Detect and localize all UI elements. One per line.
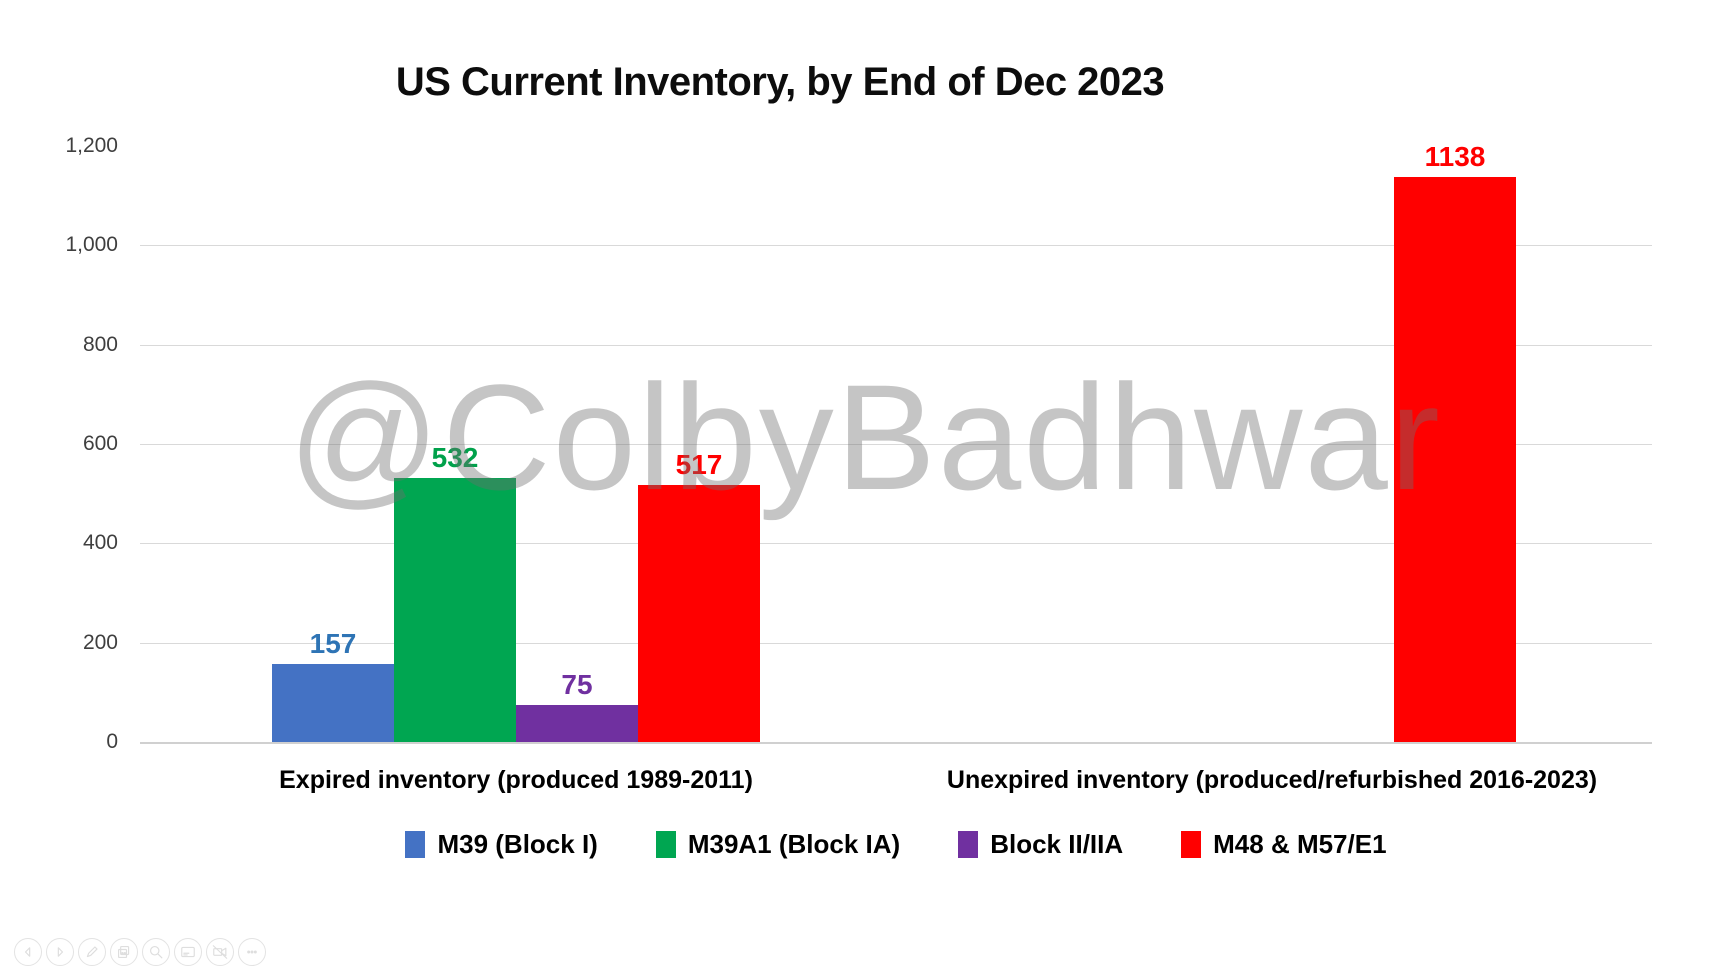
more-options-icon [247,950,257,954]
gridline-600 [140,444,1652,445]
bar-value-157: 157 [309,628,357,659]
category-label-2: Unexpired inventory (produced/refurbishe… [946,766,1598,794]
y-axis-tick-200: 200 [82,631,118,654]
y-axis-tick-1-000: 1,000 [65,233,118,256]
previous-icon [24,947,31,957]
legend-item-m48-m57-e1: M48 & M57/E1 [1181,828,1387,860]
y-axis-tick-0: 0 [106,730,118,753]
gridline-1000 [140,245,1652,246]
gridline-200 [140,643,1652,644]
bar-m39-block-i-expired [272,664,394,742]
bar-block-ii-iia-expired [516,705,638,742]
zoom-search-button[interactable] [142,938,170,966]
category-label-1: Expired inventory (produced 1989-2011) [279,766,753,794]
legend-item-m39-block-i: M39 (Block I) [405,828,598,860]
bar-value-532: 532 [431,442,479,473]
legend-item-block-ii-iia: Block II/IIA [958,829,1123,860]
legend-label-m48-m57-e1: M48 & M57/E1 [1213,828,1387,859]
edit-pencil-button[interactable] [78,938,106,966]
legend-label-m39-block-i: M39 (Block I) [437,828,598,859]
viewer-toolbar [14,938,266,966]
gridline-800 [140,345,1652,346]
copy-icon [118,946,130,958]
bar-m48-m57-e1-unexpired [1394,177,1516,742]
y-axis-tick-1-200: 1,200 [65,134,118,157]
y-axis-tick-400: 400 [82,531,118,554]
bar-value-75: 75 [561,669,593,700]
x-axis-line [140,742,1652,744]
chart-title: US Current Inventory, by End of Dec 2023 [395,60,1165,104]
copy-button[interactable] [110,938,138,966]
legend-item-m39a1-block-ia: M39A1 (Block IA) [655,828,901,860]
legend-marker-block-ii-iia [958,830,979,858]
next-button[interactable] [46,938,74,966]
legend-marker-m39-block-i [405,830,426,858]
previous-button[interactable] [14,938,42,966]
zoom-search-icon [150,946,163,959]
legend-marker-m39a1-block-ia [655,830,676,858]
video-off-button[interactable] [206,938,234,966]
bar-m39a1-block-ia-expired [394,478,516,742]
legend-label-block-ii-iia: Block II/IIA [990,828,1124,859]
more-options-button[interactable] [238,938,266,966]
bar-value-517: 517 [675,449,723,480]
video-off-icon [212,945,228,959]
legend-label-m39a1-block-ia: M39A1 (Block IA) [687,828,901,859]
card-view-icon [181,946,195,958]
y-axis-tick-600: 600 [82,432,118,455]
gridline-400 [140,543,1652,544]
legend-marker-m48-m57-e1 [1181,830,1202,858]
card-view-button[interactable] [174,938,202,966]
y-axis-tick-800: 800 [82,333,118,356]
next-icon [57,947,64,957]
legend: M39 (Block I) M39A1 (Block IA) Block II/II… [140,822,1652,866]
bar-value-1138: 1138 [1424,141,1486,172]
bar-m48-m57-e1-expired [638,485,760,742]
edit-pencil-icon [86,946,98,958]
